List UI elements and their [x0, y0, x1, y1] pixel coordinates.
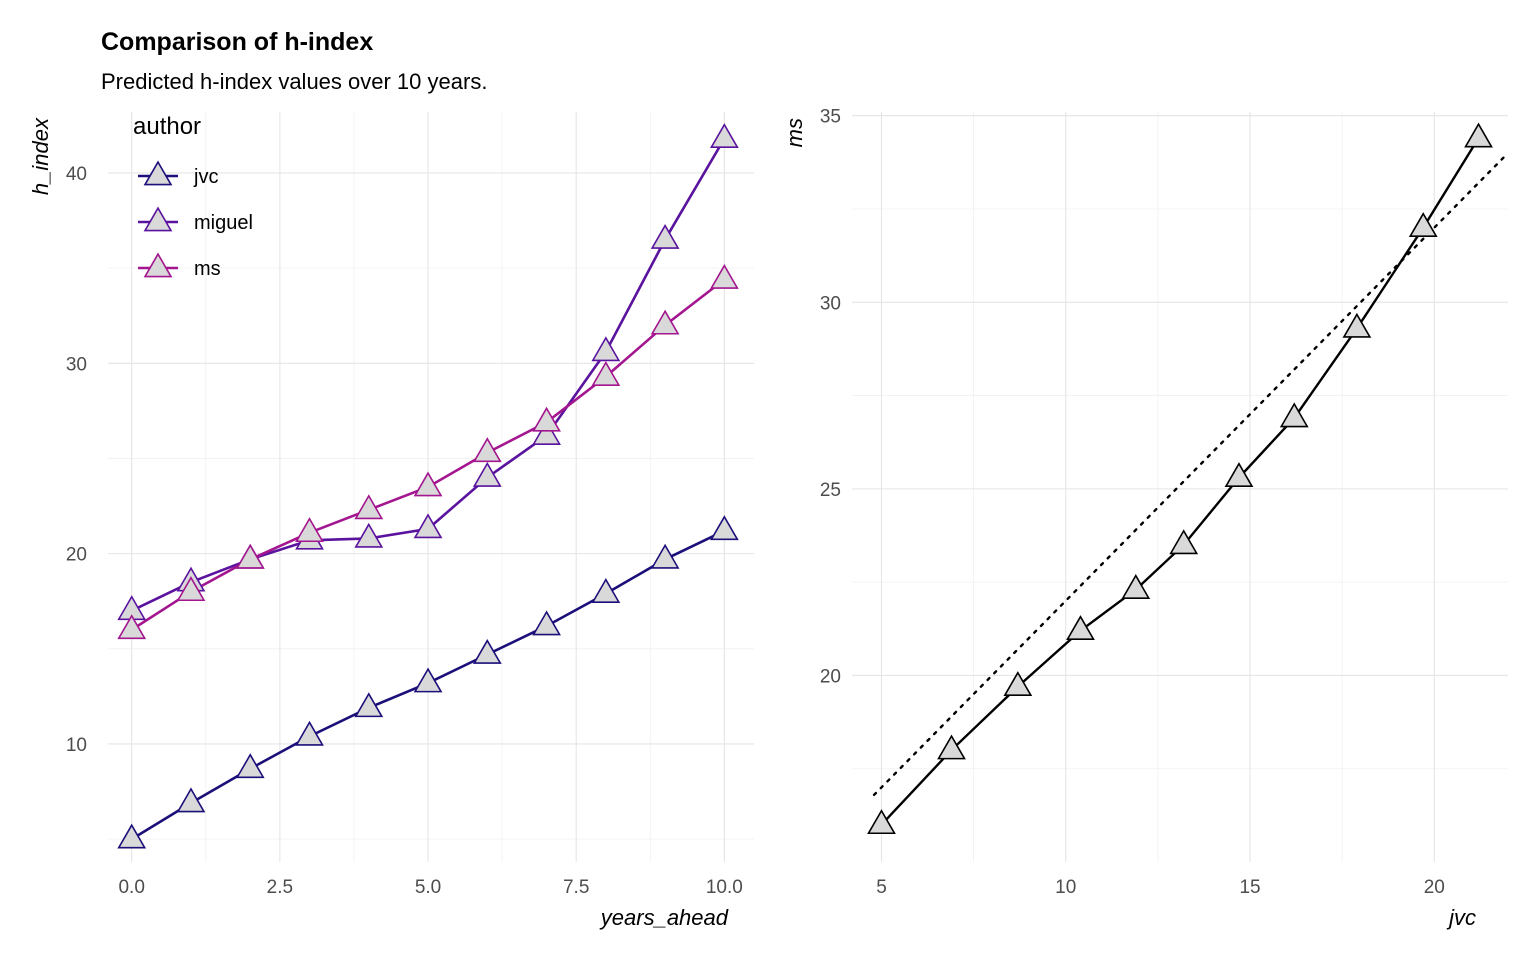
data-point-miguel [709, 123, 739, 149]
data-point-miguel [413, 513, 443, 539]
data-point-jvc [591, 578, 621, 603]
left-y-tick-label: 10 [66, 735, 87, 756]
data-point-miguel [472, 461, 502, 487]
data-point-jvc-ms [1003, 671, 1033, 696]
data-point-jvc [295, 720, 324, 746]
right-y-tick-label: 35 [820, 107, 841, 128]
data-point-jvc-ms [937, 734, 966, 760]
left-x-tick-label: 10.0 [706, 877, 743, 898]
legend-triangle-icon [143, 160, 173, 186]
data-point-miguel [532, 420, 561, 445]
data-point-jvc-ms [1342, 312, 1372, 338]
data-point-jvc-ms [1066, 615, 1095, 641]
legend-item-ms: ms [138, 252, 221, 280]
data-point-jvc-ms [1464, 122, 1493, 148]
left-panel: 0.0 2.5 5.0 7.5 10.0 10 20 30 40 years_ahead h_… [28, 112, 754, 930]
legend-triangle-icon [143, 206, 173, 232]
legend-label: ms [194, 258, 221, 280]
data-point-jvc [235, 753, 265, 779]
left-x-tick-label: 5.0 [415, 877, 441, 898]
data-point-jvc [650, 543, 680, 569]
data-point-jvc-ms [1279, 402, 1309, 428]
data-point-ms [235, 543, 265, 569]
right-x-tick-label: 15 [1239, 877, 1260, 898]
left-y-tick-label: 40 [66, 164, 87, 185]
data-point-jvc [354, 692, 384, 718]
left-x-tick-label: 2.5 [267, 877, 293, 898]
data-point-jvc [709, 515, 739, 541]
left-y-tick-label: 20 [66, 545, 87, 566]
data-point-ms [354, 494, 384, 520]
data-point-ms [117, 614, 147, 640]
legend-triangle-icon [143, 252, 173, 278]
right-x-tick-label: 5 [876, 877, 887, 898]
data-point-jvc-ms [1121, 574, 1151, 599]
right-y-tick-labels: 20 25 30 35 [820, 107, 841, 688]
left-gridlines [108, 112, 754, 862]
data-point-jvc-ms [1408, 212, 1438, 238]
legend: author jvc miguel ms [133, 113, 253, 280]
right-x-tick-label: 10 [1055, 877, 1076, 898]
legend-item-miguel: miguel [138, 206, 253, 234]
right-x-axis-label: jvc [1446, 905, 1476, 930]
left-y-tick-labels: 10 20 30 40 [66, 164, 87, 756]
right-y-tick-label: 25 [820, 480, 841, 501]
right-y-tick-label: 20 [820, 666, 841, 687]
data-point-ms [532, 406, 561, 432]
legend-title: author [133, 113, 201, 140]
chart-subtitle: Predicted h-index values over 10 years. [101, 69, 487, 94]
data-point-ms [176, 576, 206, 602]
data-point-ms [650, 309, 680, 335]
data-point-jvc [176, 787, 206, 813]
data-point-ms [591, 361, 621, 386]
data-point-ms [413, 471, 443, 497]
data-point-ms [472, 437, 502, 463]
left-y-axis-label: h_index [28, 117, 53, 195]
data-point-jvc [413, 667, 443, 693]
data-point-miguel [591, 336, 621, 362]
legend-items: jvc miguel ms [138, 160, 253, 280]
right-y-axis-label: ms [782, 118, 807, 147]
chart-title: Comparison of h-index [101, 28, 373, 56]
data-point-jvc-ms [867, 809, 896, 835]
legend-label: jvc [193, 166, 218, 188]
left-x-tick-labels: 0.0 2.5 5.0 7.5 10.0 [118, 877, 742, 898]
data-point-miguel [354, 522, 384, 548]
data-point-jvc-ms [1169, 529, 1199, 555]
right-x-tick-labels: 5 10 15 20 [876, 877, 1445, 898]
legend-item-jvc: jvc [138, 160, 218, 188]
data-point-miguel [650, 223, 680, 249]
ms-vs-jvc-line [880, 137, 1480, 826]
right-series-markers [867, 122, 1493, 835]
reference-line-dotted [872, 151, 1510, 797]
data-point-ms [709, 263, 739, 289]
left-x-axis-label: years_ahead [599, 905, 729, 930]
right-x-tick-label: 20 [1424, 877, 1445, 898]
data-point-jvc-ms [1224, 462, 1254, 488]
left-y-tick-label: 30 [66, 354, 87, 375]
legend-label: miguel [194, 212, 253, 234]
data-point-ms [295, 517, 324, 543]
data-point-jvc [117, 823, 147, 849]
data-point-jvc [472, 638, 502, 664]
data-point-jvc [532, 610, 561, 636]
left-x-tick-label: 7.5 [563, 877, 589, 898]
right-y-tick-label: 30 [820, 293, 841, 314]
right-panel: 5 10 15 20 20 25 30 35 jvc ms [782, 107, 1510, 930]
left-x-tick-label: 0.0 [118, 877, 144, 898]
left-series-markers [117, 123, 739, 849]
